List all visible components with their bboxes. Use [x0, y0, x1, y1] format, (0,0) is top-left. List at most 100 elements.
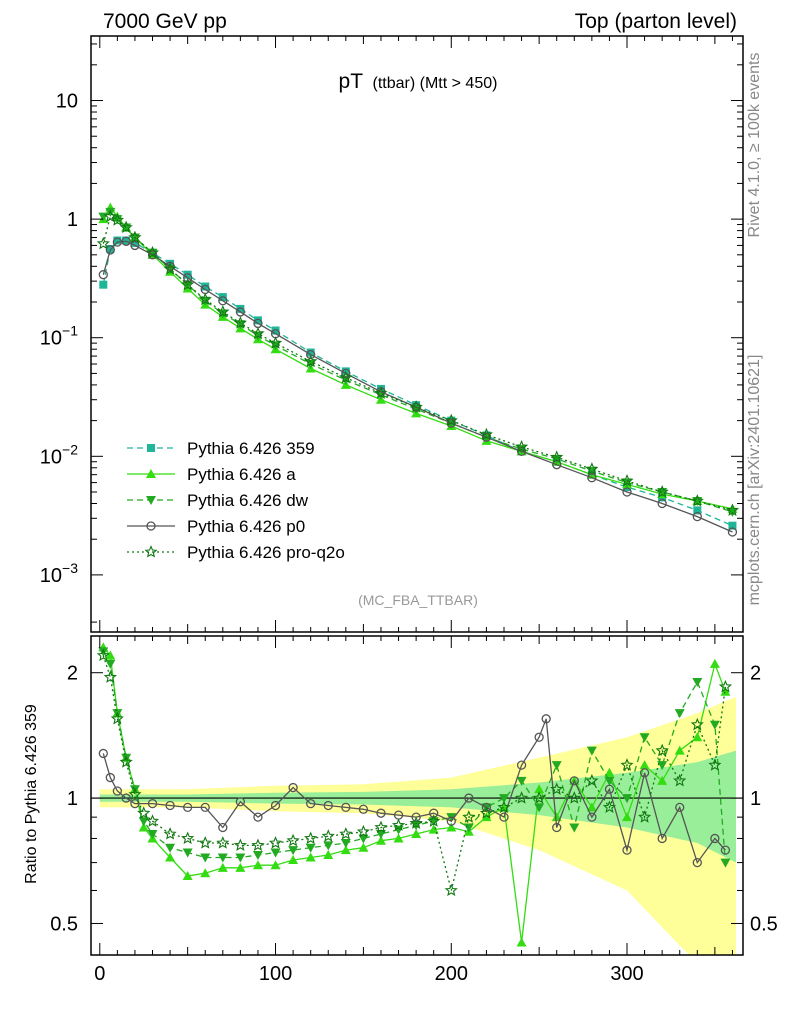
legend-marker — [147, 444, 155, 452]
main-data-point — [622, 487, 632, 497]
ratio-data-point — [569, 823, 580, 833]
ratio-data-point — [552, 822, 562, 833]
ratio-data-point — [690, 717, 704, 731]
ratio-data-point — [411, 812, 421, 822]
ratio-data-point — [718, 679, 733, 693]
ratio-data-point — [182, 848, 193, 858]
main-series-4 — [96, 209, 740, 516]
ratio-data-point — [638, 810, 652, 823]
ratio-data-point — [692, 732, 703, 742]
main-y-tick-label: 10−1 — [40, 323, 78, 350]
ratio-data-point — [709, 720, 720, 730]
main-data-point — [218, 296, 228, 306]
legend-label: Pythia 6.426 p0 — [187, 517, 305, 536]
main-data-point — [122, 236, 131, 245]
ratio-data-point — [427, 814, 441, 827]
header-right: Top (parton level) — [575, 10, 737, 33]
ratio-plot-frame — [90, 635, 744, 956]
main-data-point — [304, 354, 318, 368]
ratio-data-point — [622, 794, 633, 804]
main-data-point — [479, 427, 493, 441]
main-data-point — [481, 432, 492, 442]
ratio-data-point — [464, 793, 474, 803]
main-data-point — [200, 296, 211, 306]
ratio-data-point — [516, 776, 527, 786]
ratio-y-tick-label: 2 — [67, 663, 78, 685]
main-data-point — [130, 238, 139, 247]
main-data-point — [727, 527, 738, 537]
ratio-data-point — [585, 773, 599, 787]
main-data-point — [251, 326, 265, 340]
mcplots-label: mcplots.cern.ch [arXiv:2401.10621] — [746, 355, 763, 606]
ratio-data-point — [251, 838, 265, 851]
ratio-data-point — [655, 743, 669, 757]
ratio-data-point — [105, 772, 115, 783]
ratio-series-2 — [98, 714, 731, 868]
ratio-data-point — [674, 745, 685, 755]
legend-marker — [146, 521, 156, 531]
main-data-point — [657, 498, 667, 509]
ratio-data-point — [121, 753, 132, 763]
ratio-data-point — [96, 648, 110, 662]
main-data-point — [130, 240, 140, 251]
plot-title: pT (ttbar) (Mtt > 450) — [339, 70, 498, 93]
axes-layer: 10 1 10−1 10−2 10−3 0 100 200 300 0.5 0.5 1 1 2 2 — [40, 36, 778, 985]
main-y-tick-label: 10 — [56, 91, 78, 113]
ratio-data-point — [98, 748, 108, 759]
main-data-point — [374, 386, 388, 399]
main-y-tick-label: 10−2 — [40, 441, 78, 468]
ratio-data-point — [710, 833, 720, 844]
ratio-data-point — [253, 812, 263, 822]
ratio-data-point — [235, 862, 246, 872]
ratio-data-point — [692, 857, 702, 868]
ratio-data-point — [569, 776, 579, 786]
ratio-data-point — [163, 827, 177, 840]
ratio-data-point — [105, 650, 116, 660]
ratio-series-line — [102, 651, 727, 863]
ratio-series-line — [102, 718, 726, 865]
main-data-point — [306, 349, 316, 360]
plot-title-main: pT — [339, 70, 364, 93]
main-data-point — [112, 237, 123, 247]
ratio-data-point — [620, 758, 634, 771]
main-data-point — [216, 304, 230, 318]
ratio-data-point — [288, 782, 298, 793]
ratio-data-point — [182, 871, 193, 881]
main-data-point — [514, 439, 529, 453]
main-data-point — [306, 348, 315, 357]
main-data-point — [236, 304, 245, 313]
uncertainty-band — [99, 696, 737, 955]
ratio-data-point — [550, 782, 564, 795]
main-data-point — [99, 280, 108, 289]
ratio-data-point — [216, 836, 230, 849]
ratio-data-point — [551, 761, 562, 771]
ratio-data-point — [720, 858, 731, 868]
ratio-data-point — [639, 733, 650, 743]
ratio-data-point — [479, 806, 493, 819]
legend-entry: Pythia 6.426 359 — [127, 439, 315, 458]
ratio-data-point — [358, 842, 369, 852]
legend-entry: Pythia 6.426 a — [127, 465, 296, 484]
ratio-data-point — [340, 839, 351, 849]
ratio-data-point — [305, 843, 316, 853]
ratio-data-point — [444, 883, 458, 897]
ratio-data-point — [497, 800, 511, 813]
plot-title-sub: (ttbar) (Mtt > 450) — [373, 75, 498, 92]
ratio-data-point — [720, 845, 731, 855]
ratio-series-1 — [98, 647, 731, 868]
ratio-data-point — [374, 820, 388, 834]
ratio-data-point — [200, 853, 211, 863]
ratio-data-point — [356, 824, 370, 838]
ratio-data-point — [358, 804, 369, 814]
ratio-data-point — [341, 802, 351, 813]
ratio-data-point — [165, 843, 176, 853]
ratio-data-point — [235, 853, 246, 863]
ratio-data-point — [323, 850, 334, 860]
ratio-data-point — [200, 868, 211, 878]
ratio-data-point — [288, 855, 299, 865]
ratio-y-tick-label-right: 0.5 — [750, 913, 778, 935]
ratio-data-point — [657, 761, 668, 771]
ratio-x-tick-label: 100 — [259, 963, 292, 985]
legend-label: Pythia 6.426 359 — [187, 439, 315, 458]
